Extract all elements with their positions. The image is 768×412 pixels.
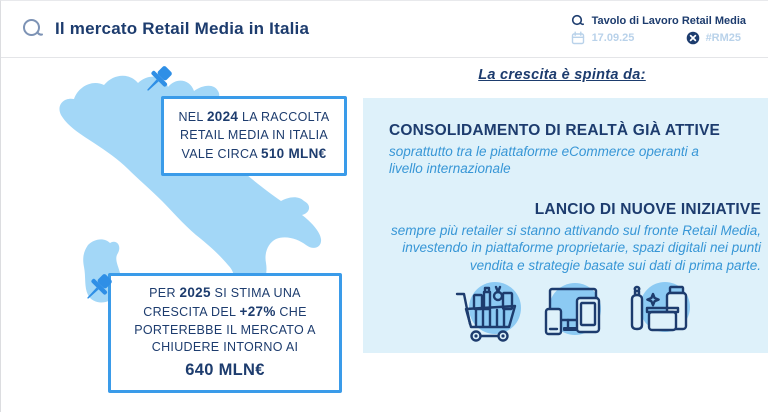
section-new-initiatives-title: LANCIO DI NUOVE INIZIATIVE (534, 201, 761, 219)
callout-2024: NEL 2024 LA RACCOLTA RETAIL MEDIA IN ITA… (161, 96, 347, 176)
digital-devices-icon (544, 282, 601, 335)
page-title: Il mercato Retail Media in Italia (55, 19, 310, 38)
shopping-cart-icon (455, 281, 521, 342)
hashtag-group: #RM25 (686, 31, 741, 45)
callout-2024-text: NEL 2024 LA RACCOLTA RETAIL MEDIA IN ITA… (178, 109, 330, 161)
event-row: Tavolo di Lavoro Retail Media (571, 14, 746, 28)
hashtag-text: #RM25 (705, 31, 742, 44)
speech-bubble-logo-icon (23, 19, 43, 36)
beauty-products-icon (630, 281, 690, 332)
x-twitter-icon (686, 31, 699, 44)
section-consolidation: CONSOLIDAMENTO DI REALTÀ GIÀ ATTIVE sopr… (389, 122, 763, 177)
italy-mainland-shape (59, 75, 322, 300)
calendar-icon (571, 31, 584, 44)
date-text: 17.09.25 (591, 31, 635, 44)
category-icons-row (451, 281, 763, 344)
growth-panel: CONSOLIDAMENTO DI REALTÀ GIÀ ATTIVE sopr… (363, 98, 768, 353)
pushpin-icon-2024 (147, 66, 172, 91)
growth-heading: La crescita è spinta da: (478, 67, 646, 83)
callout-2025: PER 2025 SI STIMA UNA CRESCITA DEL +27% … (108, 273, 342, 393)
value-2025: 640 MLN€ (185, 360, 265, 379)
section-consolidation-body: soprattutto tra le piattaforme eCommerce… (389, 144, 699, 177)
header-bar: Il mercato Retail Media in Italia Tavolo… (1, 1, 768, 58)
speech-bubble-icon (571, 14, 584, 25)
date-group: 17.09.25 (571, 31, 649, 45)
pushpin-icon-2025 (87, 274, 112, 299)
header-meta: Tavolo di Lavoro Retail Media 17.09.25 #… (571, 14, 754, 45)
section-new-initiatives: LANCIO DI NUOVE INIZIATIVE sempre più re… (389, 201, 763, 273)
section-new-initiatives-body: sempre più retailer si stanno attivando … (391, 223, 761, 273)
brand: Il mercato Retail Media in Italia (21, 17, 309, 41)
event-label: Tavolo di Lavoro Retail Media (591, 14, 746, 27)
callout-2025-text: PER 2025 SI STIMA UNA CRESCITA DEL +27% … (119, 284, 331, 382)
section-consolidation-title: CONSOLIDAMENTO DI REALTÀ GIÀ ATTIVE (389, 122, 721, 139)
date-hashtag-row: 17.09.25 #RM25 (571, 31, 741, 45)
